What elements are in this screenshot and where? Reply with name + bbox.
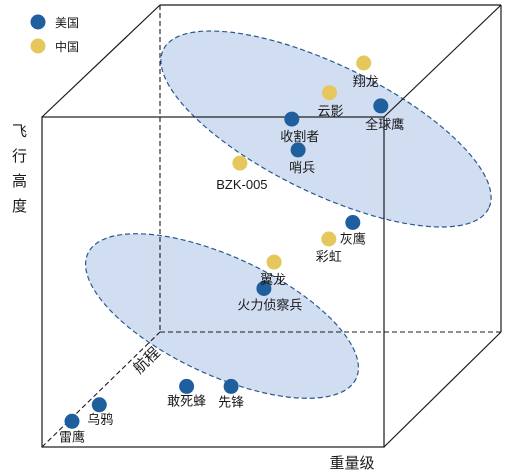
drone-point [266, 254, 282, 270]
drone-label: 云影 [317, 105, 343, 120]
legend-marker-usa [30, 14, 46, 30]
drone-point [356, 55, 372, 71]
drone-point [91, 397, 107, 413]
drone-point [322, 85, 337, 101]
legend-label-china: 中国 [55, 39, 79, 54]
drone-point [321, 231, 337, 247]
drone-label: 哨兵 [289, 161, 315, 176]
range-axis-label: 航程 [129, 344, 163, 378]
legend: 美国 中国 [30, 14, 79, 54]
cube-frame [41, 4, 502, 448]
drone-point [232, 155, 248, 171]
drone-label: 收割者 [280, 129, 319, 145]
legend-marker-china [30, 38, 46, 54]
drone-label: 彩虹 [316, 250, 342, 265]
altitude-axis-label: 飞 行 高 度 [12, 122, 32, 215]
drone-label: 雷鹰 [59, 429, 85, 445]
drone-label: 灰鹰 [340, 232, 366, 248]
drone-point [290, 142, 306, 158]
cube-top-right-edge [383, 4, 502, 118]
drone-label: 全球鹰 [365, 117, 404, 133]
drone-label: 先锋 [218, 395, 244, 410]
drone-label: 乌鸦 [87, 412, 113, 428]
drone-label: 敢死蜂 [167, 394, 206, 409]
low-altitude-group-ellipse [84, 233, 360, 399]
weight-axis-label: 重量级 [329, 454, 374, 472]
drone-label: BZK-005 [216, 177, 267, 192]
cube-front-face [41, 116, 385, 448]
drone-label: 翼龙 [260, 273, 286, 288]
drone-point [223, 378, 239, 394]
cube-top-left-edge [41, 4, 161, 118]
range-axis-edge [41, 331, 161, 448]
cube-hidden-edges [41, 5, 501, 448]
high-altitude-group-ellipse [160, 30, 492, 228]
drone-point [284, 111, 300, 127]
drone-label: 火力侦察兵 [237, 299, 302, 314]
drone-point [373, 98, 389, 114]
drone-point [179, 378, 195, 394]
legend-label-usa: 美国 [55, 16, 79, 30]
drone-point [64, 413, 80, 429]
drone-label: 翔龙 [353, 75, 379, 90]
drone-point [256, 281, 272, 296]
cube-bottom-right-edge [383, 331, 502, 448]
drone-point [345, 215, 361, 230]
